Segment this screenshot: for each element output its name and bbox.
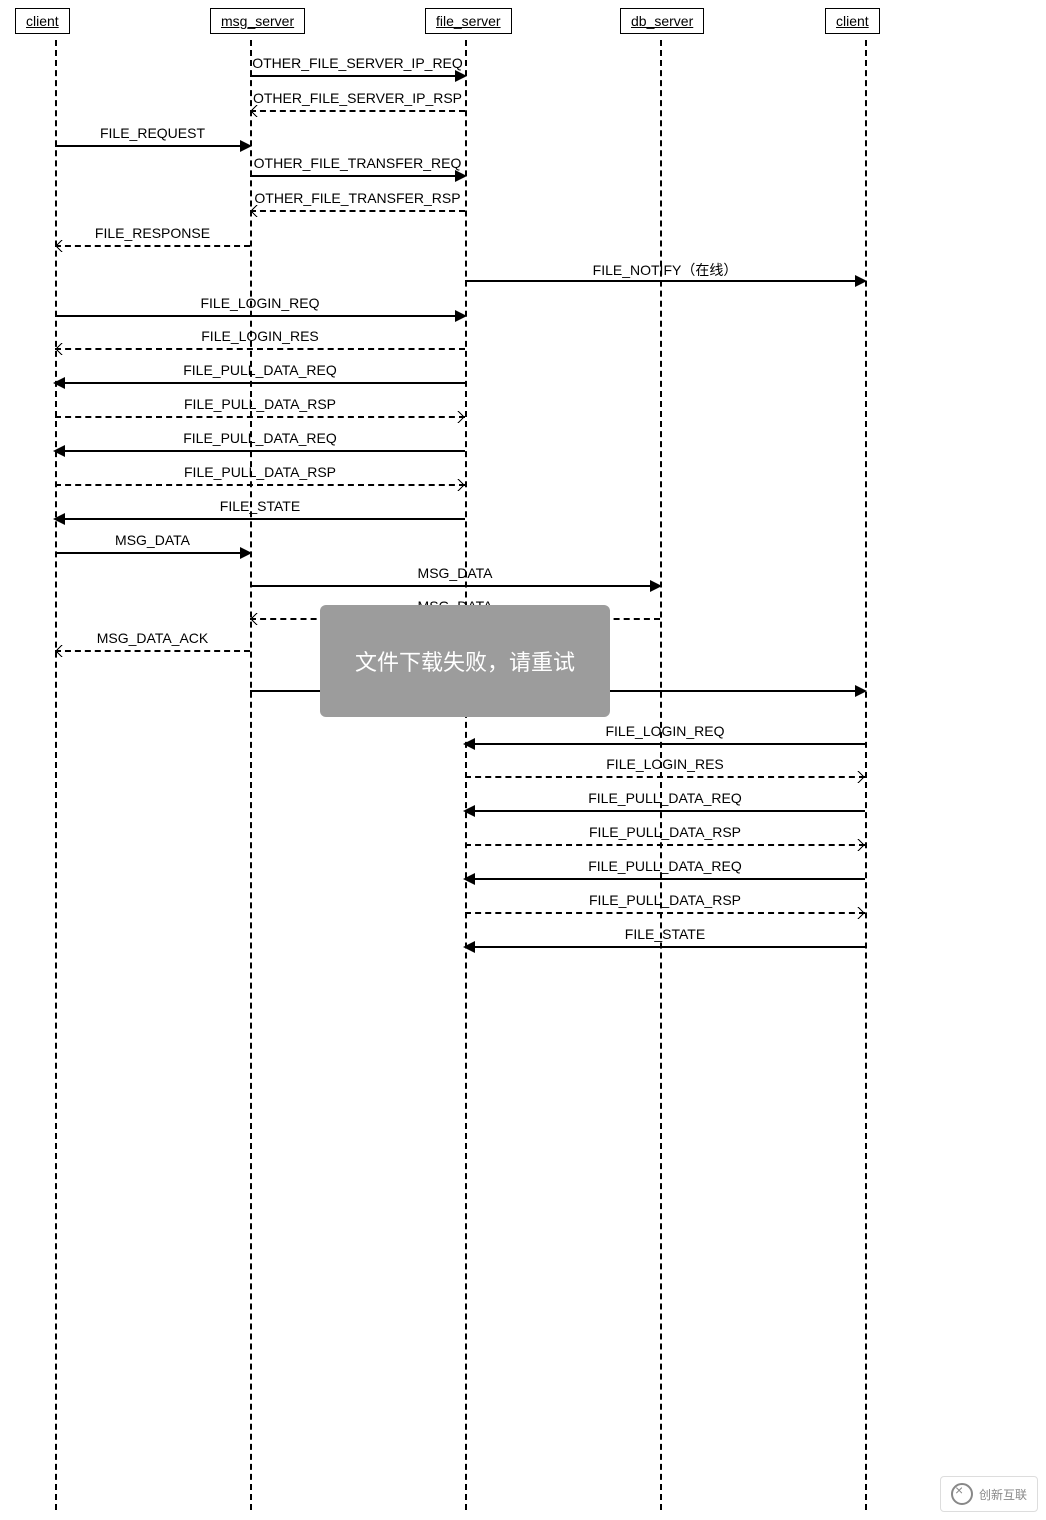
message-label: OTHER_FILE_TRANSFER_REQ (250, 155, 465, 171)
message-label: FILE_PULL_DATA_RSP (55, 396, 465, 412)
message-arrow (55, 145, 250, 147)
participant-file_server: file_server (425, 8, 512, 34)
message-arrow (55, 382, 465, 384)
message-arrow (55, 552, 250, 554)
message-label: FILE_PULL_DATA_REQ (55, 430, 465, 446)
message-label: FILE_LOGIN_RES (465, 756, 865, 772)
message-arrow (55, 518, 465, 520)
message-label: FILE_REQUEST (55, 125, 250, 141)
participant-client2: client (825, 8, 880, 34)
message-label: FILE_NOTIFY（在线） (465, 260, 865, 280)
message-arrow (55, 416, 465, 418)
watermark-text: 创新互联 (979, 1486, 1027, 1503)
lifeline-client1 (55, 40, 57, 1510)
message-arrow (55, 650, 250, 652)
message-arrow (55, 450, 465, 452)
message-label: OTHER_FILE_TRANSFER_RSP (250, 190, 465, 206)
participant-msg_server: msg_server (210, 8, 305, 34)
message-label: MSG_DATA (250, 565, 660, 581)
error-overlay-text: 文件下载失败，请重试 (355, 650, 575, 675)
message-arrow (250, 585, 660, 587)
message-arrow (465, 912, 865, 914)
message-arrow (55, 348, 465, 350)
message-label: FILE_STATE (465, 926, 865, 942)
message-arrow (465, 946, 865, 948)
message-label: FILE_PULL_DATA_REQ (55, 362, 465, 378)
message-arrow (250, 210, 465, 212)
message-label: FILE_STATE (55, 498, 465, 514)
message-arrow (55, 315, 465, 317)
message-arrow (55, 245, 250, 247)
message-label: OTHER_FILE_SERVER_IP_RSP (250, 90, 465, 106)
message-label: FILE_PULL_DATA_RSP (465, 892, 865, 908)
message-label: FILE_LOGIN_REQ (55, 295, 465, 311)
participant-client1: client (15, 8, 70, 34)
message-arrow (465, 776, 865, 778)
message-label: FILE_RESPONSE (55, 225, 250, 241)
message-label: FILE_LOGIN_REQ (465, 723, 865, 739)
participant-db_server: db_server (620, 8, 704, 34)
error-overlay: 文件下载失败，请重试 (320, 605, 610, 717)
message-arrow (465, 280, 865, 282)
message-label: MSG_DATA (55, 532, 250, 548)
message-label: FILE_PULL_DATA_RSP (465, 824, 865, 840)
watermark: 创新互联 (940, 1476, 1038, 1512)
message-arrow (55, 484, 465, 486)
message-label: FILE_PULL_DATA_REQ (465, 790, 865, 806)
lifeline-msg_server (250, 40, 252, 1510)
message-label: OTHER_FILE_SERVER_IP_REQ (250, 55, 465, 71)
message-label: FILE_PULL_DATA_REQ (465, 858, 865, 874)
message-arrow (465, 810, 865, 812)
message-label: FILE_LOGIN_RES (55, 328, 465, 344)
message-arrow (465, 878, 865, 880)
message-arrow (250, 175, 465, 177)
message-arrow (250, 75, 465, 77)
message-label: FILE_PULL_DATA_RSP (55, 464, 465, 480)
message-arrow (465, 844, 865, 846)
message-arrow (250, 110, 465, 112)
message-label: MSG_DATA_ACK (55, 630, 250, 646)
watermark-logo-icon (951, 1483, 973, 1505)
message-arrow (465, 743, 865, 745)
